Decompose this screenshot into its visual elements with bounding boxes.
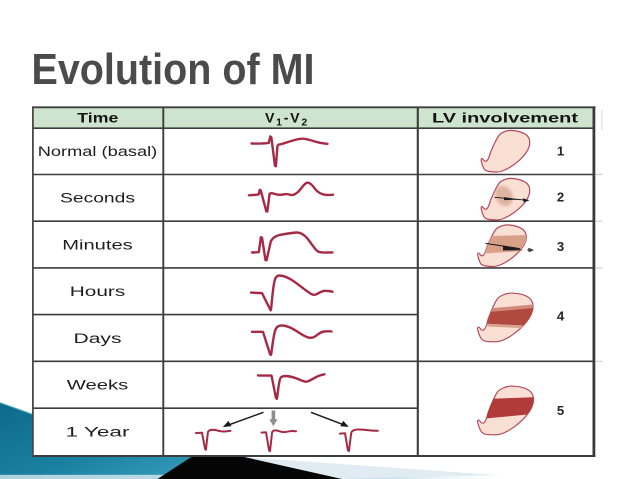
svg-text:Hours: Hours	[70, 284, 126, 299]
svg-text:5: 5	[557, 403, 564, 418]
svg-text:V1-V2: V1-V2	[265, 111, 309, 129]
svg-text:Minutes: Minutes	[62, 237, 133, 252]
svg-text:1 Year: 1 Year	[66, 424, 131, 439]
svg-text:LV involvement: LV involvement	[432, 111, 578, 127]
svg-text:Evolution of MI: Evolution of MI	[32, 45, 315, 94]
svg-text:Weeks: Weeks	[67, 378, 129, 393]
svg-text:4: 4	[557, 308, 565, 323]
svg-text:Seconds: Seconds	[60, 191, 135, 206]
svg-text:3: 3	[557, 239, 564, 254]
svg-text:Time: Time	[77, 111, 118, 127]
svg-text:2: 2	[557, 189, 564, 204]
svg-text:1: 1	[557, 143, 564, 158]
svg-text:Normal (basal): Normal (basal)	[38, 144, 158, 159]
svg-text:Days: Days	[74, 331, 122, 346]
